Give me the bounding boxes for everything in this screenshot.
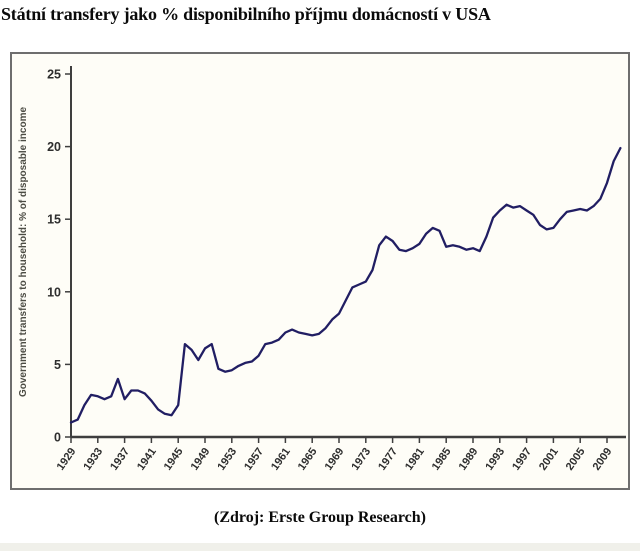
- x-tick-label: 1985: [430, 446, 454, 473]
- y-tick-label: 25: [47, 68, 61, 82]
- y-tick-label: 10: [47, 285, 61, 299]
- data-series-line: [69, 146, 622, 424]
- x-tick-label: 1969: [323, 446, 347, 473]
- y-tick-label: 20: [47, 140, 61, 154]
- chart-panel: 0 5 10 15 20 25 1929 1933 1937 1941 1945 1949 1953 19…: [10, 52, 630, 490]
- x-tick-label: 1961: [269, 446, 293, 473]
- y-tick-label: 5: [54, 358, 61, 372]
- chart-title: Státní transfery jako % disponibilního p…: [1, 4, 491, 24]
- x-tick-label: 2005: [564, 446, 588, 473]
- x-tick-label: 1929: [55, 446, 79, 473]
- y-axis-title: Government transfers to household: % of …: [18, 107, 29, 397]
- x-tick-label: 1993: [483, 446, 507, 473]
- y-tick-label: 0: [54, 431, 61, 445]
- x-tick-label: 1941: [135, 446, 159, 473]
- x-tick-label: 2009: [591, 446, 615, 473]
- y-tick-label: 15: [47, 213, 61, 227]
- x-tick-label: 1981: [403, 446, 427, 473]
- x-tick-label: 1953: [215, 446, 239, 473]
- source-caption: (Zdroj: Erste Group Research): [214, 509, 426, 526]
- x-tick-label: 2001: [537, 446, 561, 473]
- footer-strip: [0, 543, 640, 551]
- x-tick-label: 1957: [242, 446, 266, 473]
- x-tick-label: 1949: [189, 446, 213, 473]
- x-tick-label: 1973: [349, 446, 373, 473]
- x-tick-label: 1937: [108, 446, 132, 473]
- x-tick-label: 1989: [457, 446, 481, 473]
- x-tick-label: 1977: [376, 446, 400, 473]
- x-tick-label: 1933: [81, 446, 105, 473]
- x-tick-label: 1965: [296, 446, 320, 473]
- x-tick-label: 1945: [162, 446, 186, 473]
- x-tick-label: 1997: [510, 446, 534, 473]
